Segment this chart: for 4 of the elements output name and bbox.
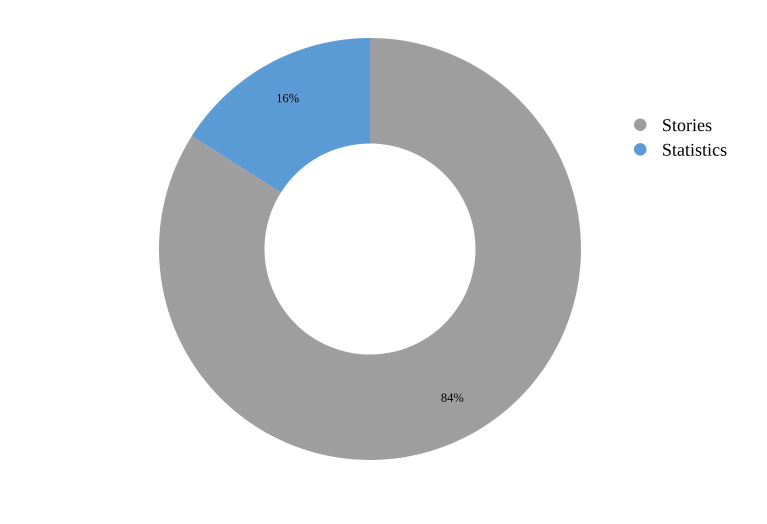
legend-label: Statistics [663,144,726,156]
legend-label: Stories [663,119,712,132]
data-label: 16% [277,94,299,102]
data-label: 84% [441,393,464,402]
